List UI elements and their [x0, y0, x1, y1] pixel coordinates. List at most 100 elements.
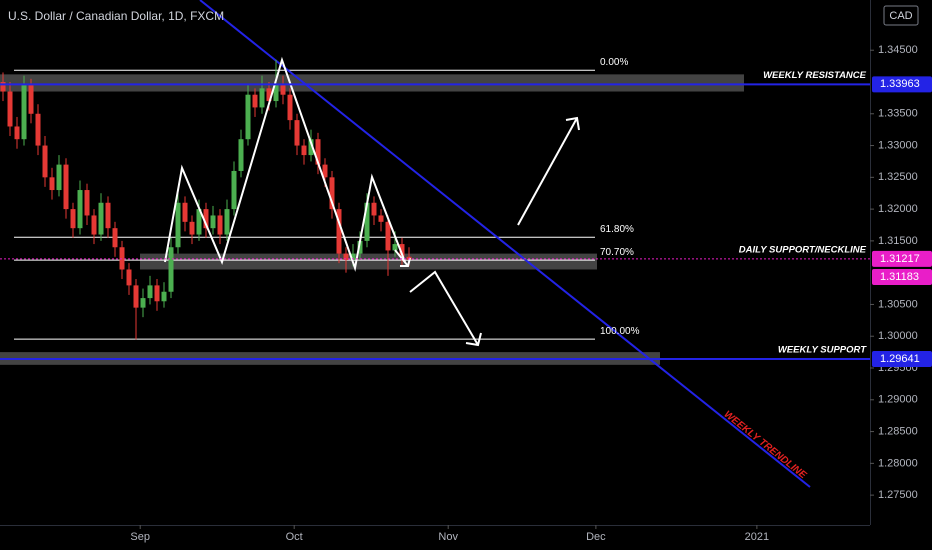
candle-body [266, 88, 272, 102]
arrow-head [465, 332, 482, 347]
candle-body [56, 164, 62, 191]
candle-body [287, 94, 293, 121]
candle-body [168, 247, 174, 292]
candle-body [126, 269, 132, 286]
fib-label: 0.00% [600, 57, 628, 68]
level-name: WEEKLY SUPPORT [778, 345, 867, 356]
current-price-label: 1.31183 [880, 271, 919, 283]
price-label-box [872, 76, 932, 93]
arrow-head [400, 257, 411, 267]
candle-body [364, 202, 370, 241]
y-tick-label: 1.30500 [878, 298, 918, 310]
y-tick-label: 1.32000 [878, 203, 918, 215]
candle-body [189, 221, 195, 235]
candle-body [301, 145, 307, 156]
candles [0, 59, 412, 340]
candle-body [0, 81, 6, 92]
fib-label: 61.80% [600, 224, 634, 235]
candle-body [378, 215, 384, 222]
candle-body [28, 85, 34, 114]
candle-body [49, 177, 55, 191]
price-label-box [872, 269, 932, 286]
candle-body [77, 190, 83, 229]
candle-body [7, 91, 13, 127]
currency-box [883, 5, 919, 26]
y-tick-label: 1.27500 [878, 489, 918, 501]
candle-body [336, 209, 342, 254]
arrow [517, 117, 578, 226]
candle-body [385, 221, 391, 251]
candle-body [308, 139, 314, 156]
candle-body [70, 209, 76, 229]
x-tick-label: Sep [130, 531, 150, 543]
price-label: 1.31217 [880, 253, 920, 265]
candle-body [14, 126, 20, 140]
candle-body [392, 244, 398, 251]
arrow [409, 270, 479, 346]
candle-body [203, 209, 209, 229]
candle-body [231, 170, 237, 210]
zone [0, 74, 744, 92]
candle-body [119, 247, 125, 270]
chart-title: U.S. Dollar / Canadian Dollar, 1D, FXCM [8, 9, 224, 23]
candle-body [21, 85, 27, 140]
price-label-box [872, 351, 932, 368]
candle-body [224, 209, 230, 235]
candle-body [196, 209, 202, 235]
candle-body [91, 215, 97, 235]
candle-body [210, 215, 216, 229]
candle-body [322, 164, 328, 178]
candle-body [140, 298, 146, 308]
zones [0, 69, 744, 365]
candle-body [329, 177, 335, 210]
candle-body [238, 139, 244, 171]
candle-body [399, 244, 405, 257]
candle-body [84, 190, 90, 216]
price-label-box [872, 250, 932, 267]
candle-body [252, 94, 258, 108]
y-tick-label: 1.32500 [878, 171, 918, 183]
candle-body [357, 240, 363, 254]
y-tick-label: 1.31500 [878, 235, 918, 247]
x-tick-label: Oct [286, 531, 303, 543]
candle-body [175, 202, 181, 248]
candle-body [245, 94, 251, 140]
y-tick-label: 1.29000 [878, 394, 918, 406]
arrow-head [565, 116, 580, 131]
price-label: 1.29641 [880, 353, 920, 365]
candle-body [133, 285, 139, 308]
zone [140, 253, 597, 270]
candle-body [294, 120, 300, 146]
x-tick-label: Nov [438, 531, 458, 543]
candle-body [273, 85, 279, 102]
currency: CAD [889, 10, 912, 22]
level-name: WEEKLY RESISTANCE [763, 70, 867, 81]
x-tick-label: Dec [586, 531, 606, 543]
candle-body [280, 85, 286, 95]
level-name: DAILY SUPPORT/NECKLINE [739, 244, 867, 255]
y-tick-label: 1.33000 [878, 139, 918, 151]
y-tick-label: 1.28500 [878, 425, 918, 437]
y-tick-label: 1.28000 [878, 457, 918, 469]
y-tick-label: 1.34500 [878, 44, 918, 56]
x-tick-label: 2021 [745, 531, 769, 543]
candle-body [350, 253, 356, 260]
price-label: 1.33963 [880, 78, 920, 90]
candle-body [154, 285, 160, 302]
candle-body [182, 202, 188, 222]
candle-body [63, 164, 69, 210]
candle-body [343, 253, 349, 260]
fib-label: 100.00% [600, 326, 640, 337]
y-tick-label: 1.30000 [878, 330, 918, 342]
candle-body [315, 139, 321, 165]
fib-label: 70.70% [600, 247, 634, 258]
candle-body [259, 88, 265, 108]
candle-body [105, 202, 111, 229]
arrow [394, 249, 409, 267]
candle-body [98, 202, 104, 235]
candle-body [35, 113, 41, 146]
trendline [199, 0, 811, 488]
drawings [164, 56, 580, 347]
